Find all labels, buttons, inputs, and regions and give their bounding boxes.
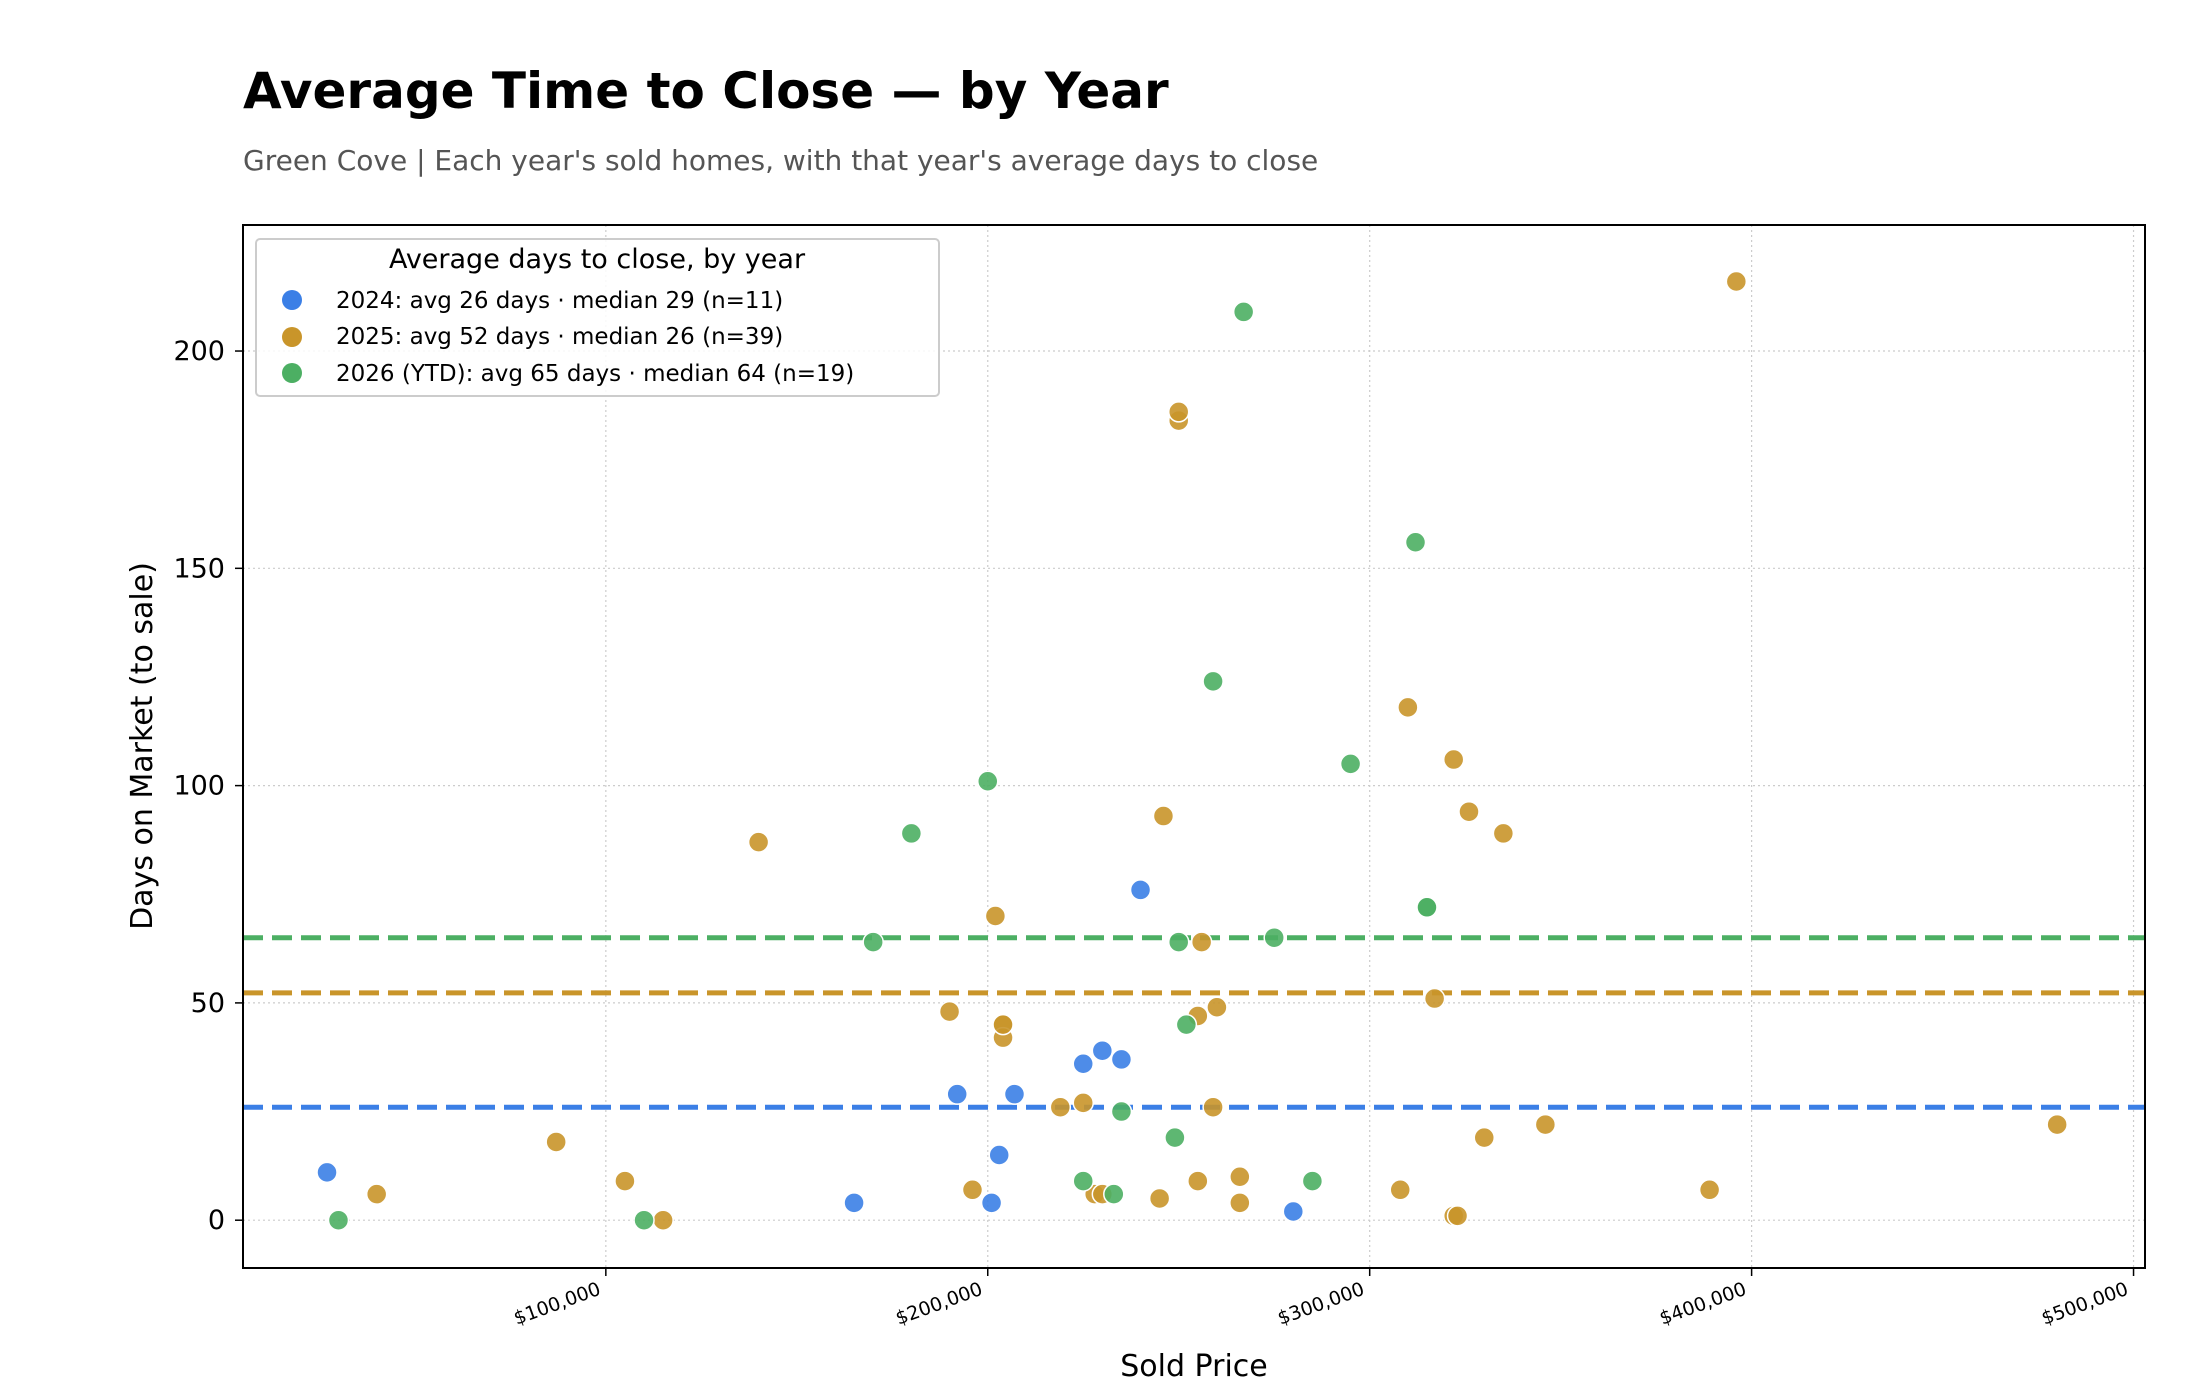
y-tick-label: 100 [173,771,225,802]
data-point-series-2 [1263,926,1285,949]
data-points [316,270,2068,1231]
legend-title: Average days to close, by year [389,244,806,275]
data-point-series-2 [1072,1170,1094,1192]
data-point-series-1 [961,1179,984,1201]
data-point-series-1 [1049,1096,1072,1118]
data-point-series-1 [1072,1092,1094,1114]
data-point-series-1 [1202,1096,1224,1118]
data-point-series-1 [1423,987,1446,1010]
data-point-series-1 [1458,800,1480,823]
legend-marker-2026 [282,363,302,383]
x-tick-label: $500,000 [2039,1278,2132,1330]
data-point-series-0 [843,1192,865,1214]
data-point-series-1 [1389,1179,1411,1201]
legend-entry-2024: 2024: avg 26 days · median 29 (n=11) [336,288,783,314]
legend-marker-2024 [282,290,302,310]
data-point-series-0 [1072,1052,1094,1075]
data-point-series-2 [1339,753,1362,775]
legend-marker-2025 [282,327,302,347]
data-point-series-2 [1404,531,1427,553]
data-point-series-0 [1003,1083,1026,1105]
x-tick-label: $100,000 [511,1278,604,1330]
data-point-series-1 [614,1170,636,1192]
data-point-series-2 [1202,670,1224,693]
y-tick-label: 50 [191,988,225,1019]
data-point-series-1 [1229,1165,1251,1188]
data-point-series-1 [1148,1187,1171,1210]
y-tick-label: 150 [173,553,225,584]
data-point-series-2 [1416,896,1438,919]
data-point-series-2 [1232,301,1255,323]
data-point-series-0 [980,1192,1003,1214]
data-point-series-1 [984,905,1007,927]
legend-box [255,238,940,397]
y-tick-label: 0 [208,1205,225,1236]
data-point-series-2 [977,770,999,793]
chart-subtitle: Green Cove | Each year's sold homes, wit… [243,144,1318,177]
data-point-series-1 [1698,1179,1721,1201]
data-point-series-1 [1206,996,1228,1018]
y-axis-label: Days on Market (to sale) [125,562,160,930]
data-point-series-1 [1190,931,1213,953]
chart-title: Average Time to Close — by Year [243,62,1169,120]
data-point-series-1 [1167,401,1190,423]
data-point-series-1 [1442,748,1465,771]
x-tick-label: $300,000 [1275,1278,1368,1330]
legend: Average days to close, by year 2024: avg… [255,238,940,397]
data-point-series-2 [1301,1170,1324,1192]
data-point-series-0 [1110,1048,1133,1071]
data-point-series-2 [1103,1183,1125,1205]
data-point-series-1 [1473,1126,1496,1149]
data-point-series-1 [747,831,770,853]
data-point-series-1 [365,1183,388,1205]
data-point-series-0 [1091,1039,1114,1062]
data-point-series-1 [1492,822,1515,845]
x-tick-label: $200,000 [893,1278,986,1330]
data-point-series-2 [1167,931,1190,953]
data-point-series-1 [1446,1205,1469,1227]
data-point-series-1 [1229,1192,1251,1214]
plot-frame [242,224,2146,1269]
data-point-series-0 [1282,1200,1305,1223]
data-point-series-2 [900,822,923,845]
grid-layer [243,225,2145,1268]
legend-entry-2025: 2025: avg 52 days · median 26 (n=39) [336,324,783,350]
data-point-series-1 [2046,1113,2068,1136]
data-point-series-0 [1129,879,1152,901]
data-point-series-2 [1175,1013,1198,1036]
data-point-series-1 [652,1209,674,1231]
data-point-series-2 [1164,1126,1186,1149]
data-point-series-1 [1152,805,1175,827]
y-tick-label: 200 [173,336,225,367]
data-point-series-1 [545,1131,567,1153]
data-point-series-0 [316,1161,338,1184]
data-point-series-1 [1397,696,1419,719]
average-lines [243,935,2145,1110]
data-point-series-2 [633,1209,655,1231]
legend-entry-2026: 2026 (YTD): avg 65 days · median 64 (n=1… [336,361,854,387]
x-axis-label: Sold Price [1120,1349,1268,1384]
data-point-series-1 [1534,1113,1557,1136]
data-point-series-2 [1110,1100,1133,1123]
data-point-series-0 [946,1083,968,1105]
data-point-series-2 [327,1209,350,1231]
axis-ticks: $100,000 $200,000 $300,000 $400,000 $500,000… [173,336,2135,1330]
data-point-series-1 [938,1000,961,1023]
data-point-series-1 [1725,270,1748,293]
x-tick-label: $400,000 [1657,1278,1750,1330]
data-point-series-0 [988,1144,1010,1166]
data-point-series-2 [862,931,884,953]
data-point-series-1 [1187,1170,1209,1192]
data-point-series-1 [992,1013,1014,1036]
